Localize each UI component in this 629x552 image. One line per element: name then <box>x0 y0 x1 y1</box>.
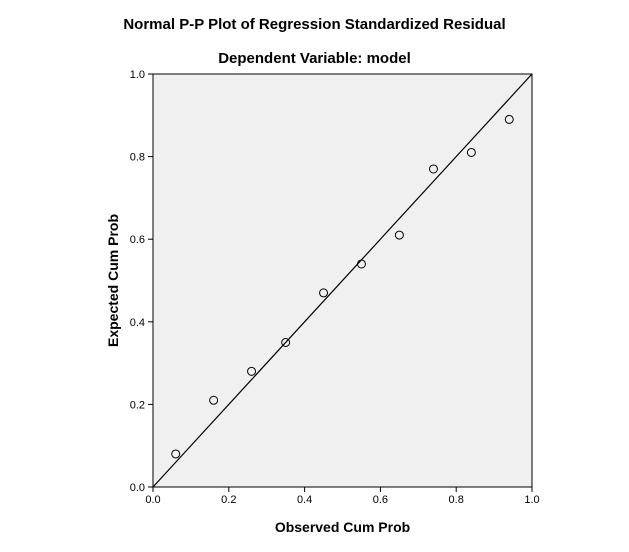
data-point <box>171 449 181 459</box>
x-tick-label: 0.4 <box>297 494 312 506</box>
y-tick-label: 0.4 <box>130 317 145 329</box>
data-point <box>394 230 404 240</box>
data-point <box>504 114 514 124</box>
y-tick-label: 0.2 <box>130 399 145 411</box>
x-tick-label: 0.6 <box>373 494 388 506</box>
x-tick-label: 0.0 <box>145 494 160 506</box>
x-axis-title: Observed Cum Prob <box>275 519 410 535</box>
y-tick-label: 0.8 <box>130 152 145 164</box>
data-point <box>247 366 257 376</box>
y-tick-label: 0.0 <box>130 482 145 494</box>
reference-line <box>152 73 533 488</box>
data-point <box>281 337 291 347</box>
x-tick-label: 1.0 <box>524 494 539 506</box>
y-tick-label: 0.6 <box>130 234 145 246</box>
y-tick-label: 1.0 <box>130 69 145 81</box>
data-point <box>466 147 476 157</box>
x-tick-label: 0.8 <box>449 494 464 506</box>
data-point <box>428 164 438 174</box>
y-axis-title: Expected Cum Prob <box>105 214 121 347</box>
data-point <box>319 288 329 298</box>
chart-subtitle: Dependent Variable: model <box>218 50 411 67</box>
data-points <box>171 114 514 459</box>
axis-ticks <box>148 73 533 492</box>
data-point <box>356 259 366 269</box>
x-tick-label: 0.2 <box>221 494 236 506</box>
chart-title: Normal P-P Plot of Regression Standardiz… <box>123 16 506 33</box>
tick-labels: 0.0 0.2 0.4 0.6 0.8 1.0 0.0 0.2 0.4 0.6 0.8 1.0 <box>130 69 540 506</box>
data-point <box>209 395 219 405</box>
